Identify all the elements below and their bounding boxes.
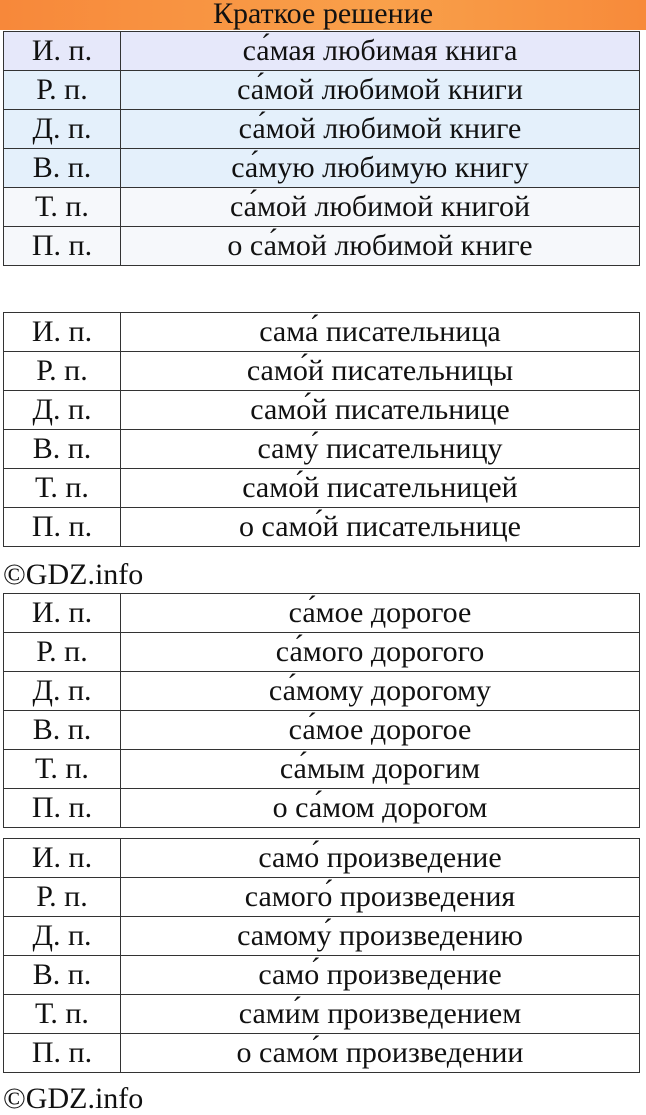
form-cell: само́й писательницей (120, 468, 640, 508)
table-row: И. п. са́мое дорогое (3, 593, 640, 633)
header-bar: Краткое решение (0, 0, 646, 30)
case-cell: Р. п. (3, 632, 121, 672)
form-cell: само́й писательнице (120, 390, 640, 430)
form-cell: само́й писательницы (120, 351, 640, 391)
case-cell: Т. п. (3, 749, 121, 789)
case-cell: Т. п. (3, 468, 121, 508)
form-cell: са́мым дорогим (120, 749, 640, 789)
case-cell: Р. п. (3, 351, 121, 391)
table-row: В. п. са́мую любимую книгу (3, 148, 640, 188)
form-cell: са́мой любимой книгой (120, 187, 640, 227)
case-cell: П. п. (3, 507, 121, 547)
table-row: В. п. само́ произведение (3, 955, 640, 995)
form-cell: само́ произведение (120, 955, 640, 995)
table-row: П. п. о са́мом дорогом (3, 788, 640, 828)
case-cell: В. п. (3, 429, 121, 469)
table-row: П. п. о само́м произведении (3, 1033, 640, 1073)
case-cell: Т. п. (3, 994, 121, 1034)
table-row: Д. п. са́мому дорогому (3, 671, 640, 711)
declension-table-4: И. п. само́ произведение Р. п. самого́ прои… (3, 838, 640, 1073)
form-cell: са́мое дорогое (120, 710, 640, 750)
case-cell: П. п. (3, 788, 121, 828)
case-cell: В. п. (3, 710, 121, 750)
case-cell: В. п. (3, 955, 121, 995)
case-cell: Р. п. (3, 70, 121, 110)
table-row: Т. п. само́й писательницей (3, 468, 640, 508)
form-cell: о само́й писательнице (120, 507, 640, 547)
case-cell: Д. п. (3, 916, 121, 956)
declension-table-2: И. п. сама́ писательница Р. п. само́й писат… (3, 312, 640, 547)
form-cell: са́мой любимой книге (120, 109, 640, 149)
table-row: Т. п. сами́м произведением (3, 994, 640, 1034)
declension-table-1: И. п. са́мая любимая книга Р. п. са́мой люб… (3, 31, 640, 266)
case-cell: В. п. (3, 148, 121, 188)
form-cell: сами́м произведением (120, 994, 640, 1034)
case-cell: Т. п. (3, 187, 121, 227)
form-cell: о са́мой любимой книге (120, 226, 640, 266)
table-row: Д. п. са́мой любимой книге (3, 109, 640, 149)
table-row: В. п. саму́ писательницу (3, 429, 640, 469)
table-row: Р. п. само́й писательницы (3, 351, 640, 391)
form-cell: само́ произведение (120, 838, 640, 878)
table-row: И. п. само́ произведение (3, 838, 640, 878)
table-row: В. п. са́мое дорогое (3, 710, 640, 750)
case-cell: Д. п. (3, 671, 121, 711)
table-row: Д. п. самому́ произведению (3, 916, 640, 956)
form-cell: са́мую любимую книгу (120, 148, 640, 188)
form-cell: са́мой любимой книги (120, 70, 640, 110)
case-cell: П. п. (3, 1033, 121, 1073)
table-row: И. п. са́мая любимая книга (3, 31, 640, 71)
table-row: Р. п. самого́ произведения (3, 877, 640, 917)
form-cell: са́мому дорогому (120, 671, 640, 711)
case-cell: И. п. (3, 838, 121, 878)
header-title: Краткое решение (212, 0, 434, 30)
form-cell: самому́ произведению (120, 916, 640, 956)
form-cell: са́мая любимая книга (120, 31, 640, 71)
form-cell: са́мого дорогого (120, 632, 640, 672)
form-cell: самого́ произведения (120, 877, 640, 917)
case-cell: И. п. (3, 312, 121, 352)
declension-table-3: И. п. са́мое дорогое Р. п. са́мого дорогого… (3, 593, 640, 828)
table-row: П. п. о са́мой любимой книге (3, 226, 640, 266)
case-cell: П. п. (3, 226, 121, 266)
case-cell: Д. п. (3, 390, 121, 430)
copyright-text: ©GDZ.info (3, 558, 144, 591)
copyright-text: ©GDZ.info (3, 1082, 144, 1115)
form-cell: са́мое дорогое (120, 593, 640, 633)
case-cell: И. п. (3, 593, 121, 633)
table-row: П. п. о само́й писательнице (3, 507, 640, 547)
table-row: Т. п. са́мой любимой книгой (3, 187, 640, 227)
form-cell: о само́м произведении (120, 1033, 640, 1073)
form-cell: саму́ писательницу (120, 429, 640, 469)
case-cell: И. п. (3, 31, 121, 71)
case-cell: Р. п. (3, 877, 121, 917)
table-row: И. п. сама́ писательница (3, 312, 640, 352)
table-row: Д. п. само́й писательнице (3, 390, 640, 430)
case-cell: Д. п. (3, 109, 121, 149)
form-cell: сама́ писательница (120, 312, 640, 352)
table-row: Т. п. са́мым дорогим (3, 749, 640, 789)
table-row: Р. п. са́мого дорогого (3, 632, 640, 672)
table-row: Р. п. са́мой любимой книги (3, 70, 640, 110)
form-cell: о са́мом дорогом (120, 788, 640, 828)
